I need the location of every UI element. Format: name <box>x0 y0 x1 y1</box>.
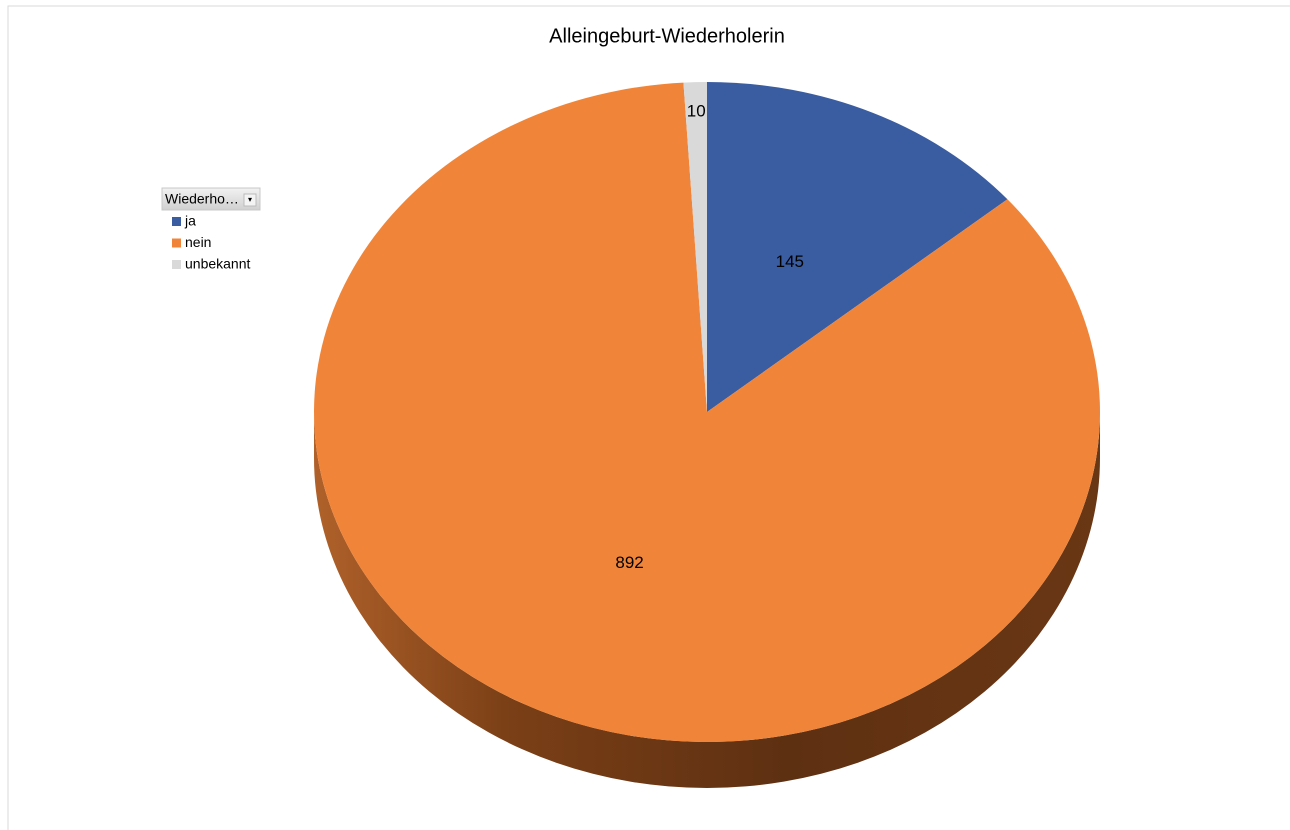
pie-slice <box>314 82 1100 742</box>
legend-label: ja <box>184 213 196 229</box>
legend-swatch <box>172 260 181 269</box>
data-label: 892 <box>615 553 643 572</box>
legend-swatch <box>172 238 181 248</box>
filter-icon: ▾ <box>248 195 252 204</box>
data-label: 145 <box>776 252 804 271</box>
chart-title: Alleingeburt-Wiederholerin <box>549 25 785 47</box>
pie-slice <box>707 82 1008 412</box>
legend-filter-button[interactable] <box>243 193 257 207</box>
legend-swatch <box>172 217 181 226</box>
legend-label: nein <box>185 234 211 250</box>
legend-label: unbekannt <box>185 256 251 272</box>
pie-slice <box>683 82 707 412</box>
chart-border <box>7 5 1290 830</box>
data-label: 10 <box>687 101 706 120</box>
legend-header <box>161 187 261 211</box>
legend-title: Wiederho… <box>165 191 239 207</box>
legend: Wiederho… ▾ ja nein unbekannt <box>161 187 261 272</box>
